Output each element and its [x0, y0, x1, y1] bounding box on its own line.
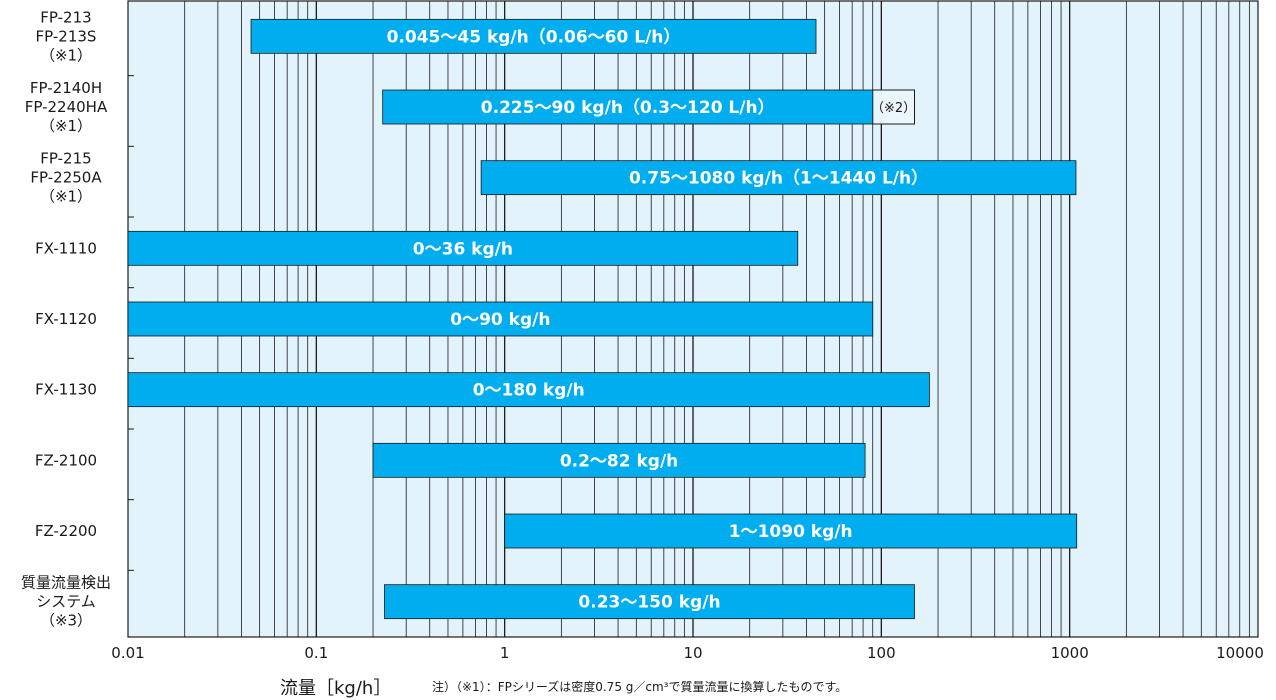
category-label: FX-1110	[35, 239, 97, 257]
bar	[480, 160, 1077, 196]
category-label: FX-1130	[35, 381, 97, 399]
x-tick-label: 0.01	[111, 644, 144, 662]
bar-label: 0.225〜90 kg/h（0.3〜120 L/h）	[481, 97, 775, 118]
bar	[250, 18, 817, 54]
x-tick-label: 10000	[1216, 644, 1264, 662]
x-tick-label: 10	[683, 644, 702, 662]
bar	[127, 372, 930, 408]
category-label: FP-2250A	[30, 169, 102, 187]
x-tick-label: 100	[867, 644, 896, 662]
category-label: （※1）	[40, 46, 92, 64]
category-label: （※3）	[40, 612, 92, 630]
category-label: FP-213S	[36, 27, 97, 45]
bar	[382, 89, 874, 125]
bars: 0.045〜45 kg/h（0.06〜60 L/h） （※2） 0.225〜90 k…	[127, 18, 1078, 620]
bar	[372, 442, 866, 478]
bar-label: 1〜1090 kg/h	[729, 522, 853, 542]
category-label: FP-2140H	[30, 79, 102, 97]
bar-label: 0.2〜82 kg/h	[560, 451, 678, 471]
category-label: FZ-2100	[35, 451, 97, 469]
bar-label: 0.23〜150 kg/h	[578, 593, 720, 613]
bar-label: 0〜90 kg/h	[450, 310, 550, 330]
category-label: 質量流量検出	[21, 574, 111, 592]
bar	[504, 513, 1078, 549]
bar	[127, 301, 874, 337]
x-axis-label: 流量［kg/h］	[280, 678, 392, 699]
bar-label: 0.045〜45 kg/h（0.06〜60 L/h）	[387, 26, 681, 47]
x-tick-labels: 0.01 0.1 1 10 100 1000 10000	[111, 644, 1264, 662]
bar-label: 0〜180 kg/h	[473, 381, 585, 401]
bar-label: 0.75〜1080 kg/h（1〜1440 L/h）	[629, 168, 928, 189]
x-tick-label: 0.1	[304, 644, 328, 662]
bar	[384, 584, 915, 620]
x-tick-label: 1	[500, 644, 510, 662]
bar	[127, 230, 799, 266]
category-label: FP-213	[40, 8, 91, 26]
category-label: システム	[36, 593, 96, 611]
footnote: 注）（※1）：FPシリーズは密度0.75 g／cm³で質量流量に換算したものです…	[432, 680, 848, 694]
bar-label: 0〜36 kg/h	[413, 239, 513, 259]
bar-extension-label: （※2）	[871, 101, 916, 116]
category-label: FZ-2200	[35, 522, 97, 540]
category-labels: FP-213FP-213S（※1）FP-2140HFP-2240HA（※1）FP…	[21, 8, 111, 629]
category-label: （※1）	[40, 117, 92, 135]
category-label: FX-1120	[35, 310, 97, 328]
category-label: FP-2240HA	[25, 98, 108, 116]
category-label: FP-215	[40, 150, 91, 168]
category-label: （※1）	[40, 188, 92, 206]
x-tick-label: 1000	[1051, 644, 1089, 662]
